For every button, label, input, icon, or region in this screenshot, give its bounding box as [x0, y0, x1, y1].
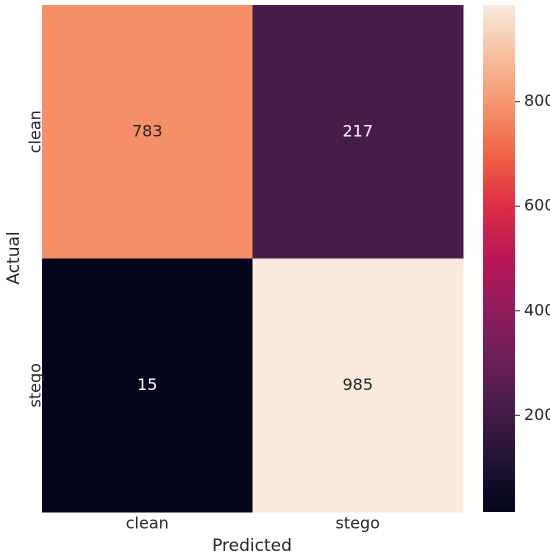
heatmap-cell — [252, 258, 464, 513]
cell-label: 217 — [342, 121, 373, 140]
heatmap-cell — [252, 5, 464, 259]
heatmap-cell — [42, 5, 253, 259]
colorbar-tick-label: 800 — [524, 91, 550, 110]
x-tick-label: stego — [336, 514, 380, 533]
cell-label: 783 — [132, 121, 163, 140]
y-tick-label: clean — [26, 110, 45, 153]
colorbar-tick-label: 400 — [524, 300, 550, 319]
x-tick-label: clean — [126, 514, 169, 533]
colorbar-tick-label: 600 — [524, 196, 550, 215]
colorbar-tick-label: 200 — [524, 405, 550, 424]
colorbar — [483, 5, 515, 512]
x-axis-label: Predicted — [212, 536, 292, 556]
cell-label: 15 — [137, 375, 157, 394]
cell-label: 985 — [342, 375, 373, 394]
y-tick-label: stego — [26, 363, 45, 407]
heatmap-cell — [42, 258, 253, 513]
y-axis-label: Actual — [4, 231, 24, 284]
